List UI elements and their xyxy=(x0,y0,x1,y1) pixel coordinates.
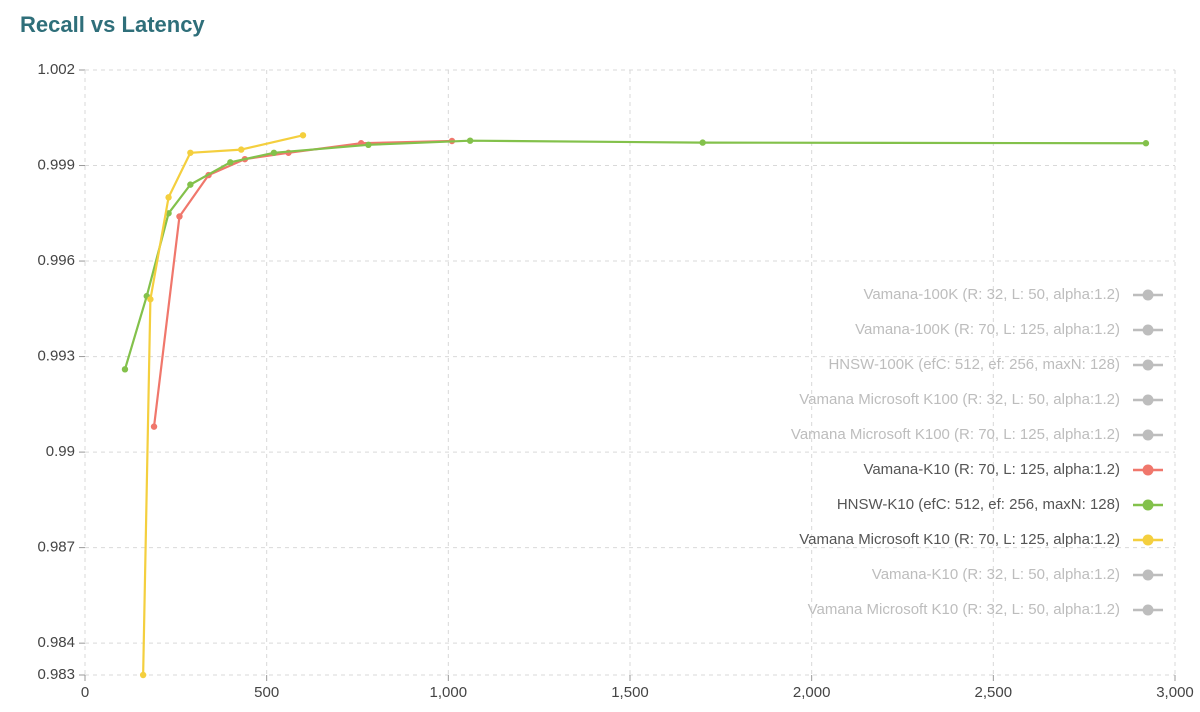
series-point[interactable] xyxy=(176,213,182,219)
x-tick-label: 0 xyxy=(81,684,89,701)
legend-label: HNSW-K10 (efC: 512, ef: 256, maxN: 128) xyxy=(837,496,1120,513)
series-point[interactable] xyxy=(227,159,233,165)
legend-item[interactable]: HNSW-100K (efC: 512, ef: 256, maxN: 128) xyxy=(828,356,1163,373)
legend-marker-icon xyxy=(1143,430,1154,441)
x-tick-label: 1,000 xyxy=(430,684,468,701)
legend-marker-icon xyxy=(1143,605,1154,616)
legend-marker-icon xyxy=(1143,500,1154,511)
legend-label: Vamana-K10 (R: 32, L: 50, alpha:1.2) xyxy=(872,566,1120,583)
legend-label: Vamana-K10 (R: 70, L: 125, alpha:1.2) xyxy=(863,461,1120,478)
x-tick-label: 3,000 xyxy=(1156,684,1194,701)
y-tick-label: 1.002 xyxy=(37,61,75,78)
y-tick-label: 0.983 xyxy=(37,666,75,683)
x-tick-label: 1,500 xyxy=(611,684,649,701)
legend-label: Vamana-100K (R: 32, L: 50, alpha:1.2) xyxy=(863,286,1120,303)
x-tick-label: 2,500 xyxy=(975,684,1013,701)
legend-item[interactable]: Vamana Microsoft K10 (R: 32, L: 50, alph… xyxy=(808,601,1163,618)
chart-title: Recall vs Latency xyxy=(20,12,205,38)
y-tick-label: 0.993 xyxy=(37,348,75,365)
y-tick-label: 0.999 xyxy=(37,156,75,173)
legend-item[interactable]: Vamana Microsoft K10 (R: 70, L: 125, alp… xyxy=(799,531,1163,548)
legend-label: Vamana Microsoft K100 (R: 32, L: 50, alp… xyxy=(799,391,1120,408)
legend-item[interactable]: HNSW-K10 (efC: 512, ef: 256, maxN: 128) xyxy=(837,496,1163,513)
chart-svg: 0.983 0.984 0.987 0.99 0.993 0.996 0.999 1.002 0… xyxy=(0,0,1200,712)
series-point[interactable] xyxy=(365,142,371,148)
legend-item[interactable]: Vamana-K10 (R: 70, L: 125, alpha:1.2) xyxy=(863,461,1163,478)
y-tick-label: 0.996 xyxy=(37,252,75,269)
series-point[interactable] xyxy=(699,139,705,145)
series-point[interactable] xyxy=(467,137,473,143)
x-tick-label: 2,000 xyxy=(793,684,831,701)
series-point[interactable] xyxy=(165,194,171,200)
x-tick-label: 500 xyxy=(254,684,279,701)
legend-label: Vamana Microsoft K10 (R: 32, L: 50, alph… xyxy=(808,601,1120,618)
legend-item[interactable]: Vamana-100K (R: 32, L: 50, alpha:1.2) xyxy=(863,286,1163,303)
series-point[interactable] xyxy=(122,366,128,372)
legend-marker-icon xyxy=(1143,325,1154,336)
legend-label: Vamana-100K (R: 70, L: 125, alpha:1.2) xyxy=(855,321,1120,338)
legend-label: Vamana Microsoft K100 (R: 70, L: 125, al… xyxy=(791,426,1120,443)
series-line xyxy=(154,141,452,427)
legend-marker-icon xyxy=(1143,360,1154,371)
legend-item[interactable]: Vamana-K10 (R: 32, L: 50, alpha:1.2) xyxy=(872,566,1163,583)
legend-marker-icon xyxy=(1143,465,1154,476)
legend-marker-icon xyxy=(1143,535,1154,546)
y-tick-label: 0.984 xyxy=(37,634,75,651)
series-point[interactable] xyxy=(1143,140,1149,146)
legend-item[interactable]: Vamana Microsoft K100 (R: 70, L: 125, al… xyxy=(791,426,1163,443)
legend-label: HNSW-100K (efC: 512, ef: 256, maxN: 128) xyxy=(828,356,1120,373)
series-point[interactable] xyxy=(271,150,277,156)
legend-item[interactable]: Vamana Microsoft K100 (R: 32, L: 50, alp… xyxy=(799,391,1163,408)
series-point[interactable] xyxy=(147,296,153,302)
series-point[interactable] xyxy=(187,181,193,187)
series-point[interactable] xyxy=(300,132,306,138)
series-point[interactable] xyxy=(238,146,244,152)
legend-marker-icon xyxy=(1143,570,1154,581)
series-point[interactable] xyxy=(187,150,193,156)
legend-item[interactable]: Vamana-100K (R: 70, L: 125, alpha:1.2) xyxy=(855,321,1163,338)
y-tick-label: 0.987 xyxy=(37,539,75,556)
series-vamana-ms-k10-r70[interactable] xyxy=(140,132,306,678)
legend-marker-icon xyxy=(1143,290,1154,301)
y-tick-label: 0.99 xyxy=(46,443,75,460)
series-point[interactable] xyxy=(140,672,146,678)
legend-marker-icon xyxy=(1143,395,1154,406)
chart-container: Recall vs Latency 0.9830.9840.9870.990.9… xyxy=(0,0,1200,712)
legend-label: Vamana Microsoft K10 (R: 70, L: 125, alp… xyxy=(799,531,1120,548)
series-point[interactable] xyxy=(151,423,157,429)
